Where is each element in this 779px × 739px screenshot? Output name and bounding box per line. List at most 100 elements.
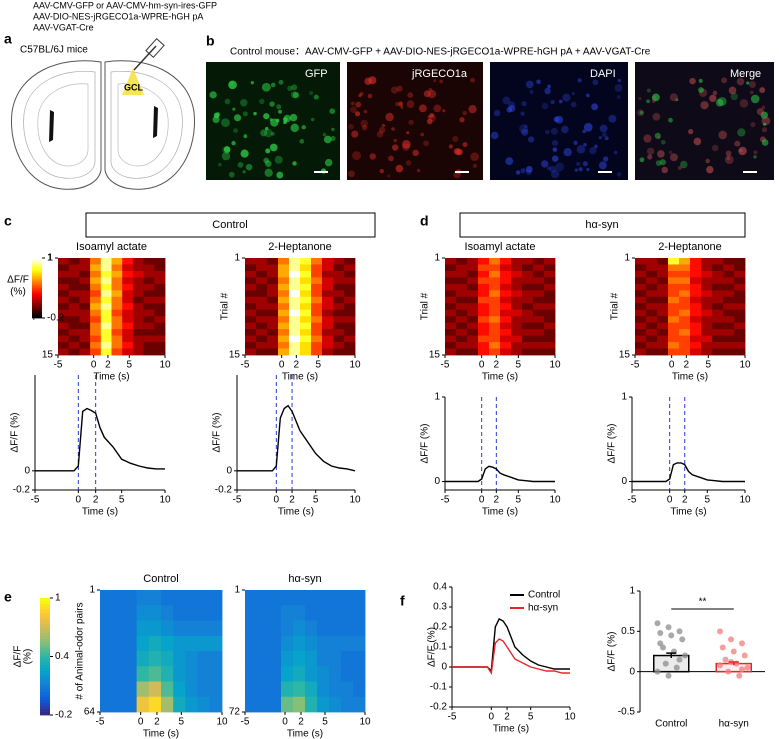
heatmap-cell xyxy=(122,342,134,349)
cell-blob xyxy=(224,98,231,105)
colorbar-step xyxy=(40,633,50,637)
heatmap-cell xyxy=(269,696,282,713)
x-tick-label: 2 xyxy=(154,717,160,728)
cell-blob xyxy=(412,149,419,157)
heatmap-cell xyxy=(322,309,334,317)
heatmap-cell xyxy=(245,329,257,336)
x-tick-label: Control xyxy=(655,719,687,730)
heatmap-cell xyxy=(132,322,144,330)
cell-blob xyxy=(406,100,415,108)
cell-blob xyxy=(700,101,709,110)
heatmap-cell xyxy=(256,258,268,265)
heatmap-cell xyxy=(329,590,342,606)
heatmap-cell xyxy=(511,303,523,311)
heatmap-cell xyxy=(646,342,658,349)
heatmap-cell xyxy=(723,264,735,272)
heatmap-cell xyxy=(690,329,702,336)
heatmap-cell xyxy=(679,342,691,349)
ventricle xyxy=(153,106,158,138)
heatmap-cell xyxy=(90,329,102,336)
heatmap-cell xyxy=(690,296,702,304)
heatmap-cell xyxy=(333,335,345,343)
cell-blob xyxy=(576,145,586,154)
heatmap-cell xyxy=(256,283,268,291)
heatmap-cell xyxy=(143,296,155,304)
heatmap-cell xyxy=(278,309,290,317)
heatmap-cell xyxy=(500,316,512,324)
cell-blob xyxy=(468,104,477,114)
cell-blob xyxy=(242,111,248,117)
heatmap-cell xyxy=(300,277,312,285)
heatmap-cell xyxy=(79,309,91,317)
cell-blob xyxy=(242,170,246,174)
heatmap-cell xyxy=(90,309,102,317)
cell-blob xyxy=(550,127,558,135)
heatmap-cell xyxy=(635,264,647,272)
heatmap-cell xyxy=(289,290,301,298)
x-axis-label: Time (s) xyxy=(493,724,529,735)
cell-blob xyxy=(750,122,756,128)
colorbar-step xyxy=(40,621,50,625)
heatmap-cell xyxy=(68,277,80,285)
heatmap-cell xyxy=(122,303,134,311)
heatmap-cell xyxy=(646,348,658,356)
heatmap-cell xyxy=(456,316,468,324)
heatmap-cell xyxy=(245,590,258,606)
y-tick-label: 1 xyxy=(47,253,53,264)
heatmap-cell xyxy=(701,348,713,356)
heatmap-cell xyxy=(111,342,123,349)
heatmap-cell xyxy=(293,696,306,713)
cell-blob xyxy=(749,90,754,95)
heatmap-cell xyxy=(712,277,724,285)
heatmap-cell xyxy=(161,651,174,667)
heatmap-cell xyxy=(289,322,301,330)
heatmap-cell xyxy=(278,316,290,324)
colorbar-step xyxy=(40,656,50,660)
cell-blob xyxy=(408,119,414,125)
data-point xyxy=(665,624,672,631)
cell-blob xyxy=(525,80,534,89)
heatmap-cell xyxy=(489,329,501,336)
heatmap-cell xyxy=(143,322,155,330)
heatmap-cell xyxy=(58,270,70,278)
cell-blob xyxy=(636,109,645,117)
chart-title: Control xyxy=(143,573,178,585)
heatmap-cell xyxy=(333,290,345,298)
heatmap-cell xyxy=(657,335,669,343)
heatmap-cell xyxy=(445,303,457,311)
chart-title: hα-syn xyxy=(288,573,321,585)
heatmap-cell xyxy=(289,335,301,343)
heatmap-cell xyxy=(344,316,356,324)
heatmap-cell xyxy=(311,303,323,311)
heatmap-cell xyxy=(478,258,490,265)
heatmap-cell xyxy=(90,348,102,356)
colorbar-step xyxy=(32,270,42,272)
heatmap-cell xyxy=(79,277,91,285)
heatmap-cell xyxy=(712,296,724,304)
heatmap-cell xyxy=(712,264,724,272)
heatmap-cell xyxy=(690,277,702,285)
heatmap-cell xyxy=(58,342,70,349)
heatmap-cell xyxy=(267,335,279,343)
heatmap-cell xyxy=(311,277,323,285)
colorbar-label: (%) xyxy=(23,649,34,665)
y-tick-label: 0 xyxy=(621,476,627,487)
cell-blob xyxy=(391,127,395,131)
colorbar-step xyxy=(40,691,50,695)
heatmap-cell xyxy=(68,316,80,324)
heatmap-cell xyxy=(333,309,345,317)
y-tick-label: 15 xyxy=(429,350,441,361)
heatmap-cell xyxy=(489,348,501,356)
heatmap-cell xyxy=(329,605,342,621)
heatmap-cell xyxy=(112,590,125,606)
heatmap-cell xyxy=(68,290,80,298)
heatmap-cell xyxy=(635,309,647,317)
heatmap-cell xyxy=(154,348,166,356)
heatmap-cell xyxy=(445,342,457,349)
heatmap-cell xyxy=(300,283,312,291)
heatmap-cell xyxy=(344,258,356,265)
y-tick-label: 0.2 xyxy=(433,622,447,633)
heatmap-cell xyxy=(511,264,523,272)
heatmap-cell xyxy=(311,322,323,330)
cell-blob xyxy=(426,118,433,125)
